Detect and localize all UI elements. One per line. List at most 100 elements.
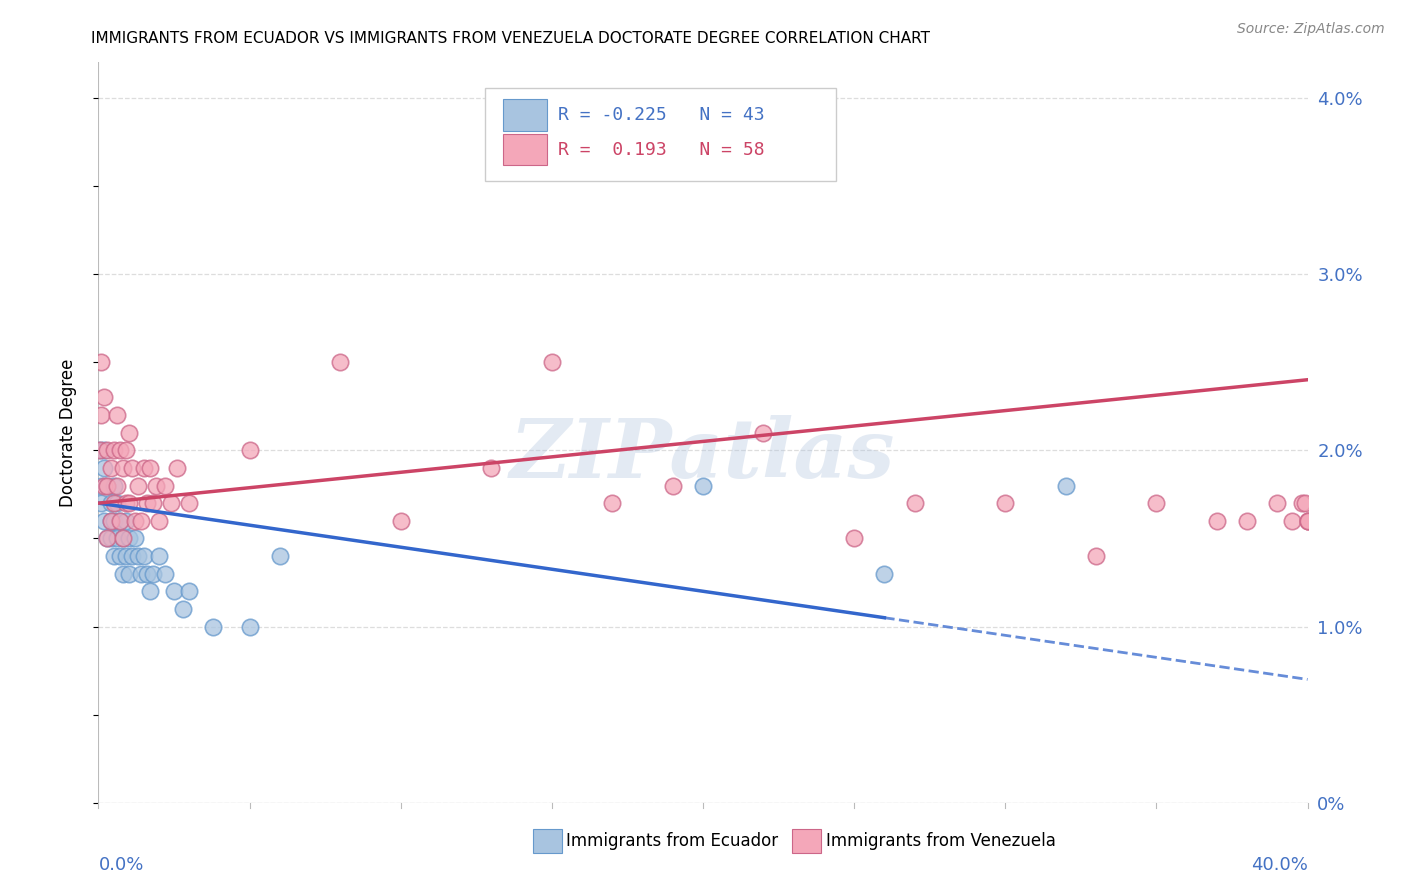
- Point: [904, 496, 927, 510]
- Point: [93, 443, 115, 458]
- Point: [93, 514, 115, 528]
- Point: [100, 514, 122, 528]
- Point: [692, 478, 714, 492]
- Text: IMMIGRANTS FROM ECUADOR VS IMMIGRANTS FROM VENEZUELA DOCTORATE DEGREE CORRELATIO: IMMIGRANTS FROM ECUADOR VS IMMIGRANTS FR…: [91, 31, 931, 46]
- Point: [1281, 514, 1303, 528]
- Point: [90, 355, 112, 369]
- Point: [127, 549, 149, 563]
- Point: [1206, 514, 1229, 528]
- Point: [105, 532, 128, 546]
- Point: [135, 496, 157, 510]
- Point: [103, 496, 125, 510]
- Point: [105, 496, 128, 510]
- Point: [329, 355, 352, 369]
- Point: [135, 566, 157, 581]
- Point: [166, 461, 188, 475]
- Text: 0.0%: 0.0%: [98, 855, 143, 873]
- FancyBboxPatch shape: [793, 830, 821, 853]
- Point: [153, 478, 176, 492]
- Point: [90, 496, 112, 510]
- Point: [129, 514, 152, 528]
- Point: [239, 619, 262, 633]
- Point: [118, 566, 141, 581]
- Point: [118, 496, 141, 510]
- Point: [142, 496, 165, 510]
- Point: [163, 584, 186, 599]
- Point: [108, 514, 131, 528]
- Point: [118, 532, 141, 546]
- Point: [93, 461, 115, 475]
- Point: [89, 443, 111, 458]
- Text: ZIPatlas: ZIPatlas: [510, 415, 896, 495]
- FancyBboxPatch shape: [503, 135, 547, 165]
- Point: [1267, 496, 1289, 510]
- Point: [96, 478, 118, 492]
- Text: Immigrants from Venezuela: Immigrants from Venezuela: [827, 832, 1056, 850]
- Point: [103, 443, 125, 458]
- Point: [148, 514, 170, 528]
- Point: [103, 549, 125, 563]
- Point: [202, 619, 225, 633]
- Point: [1085, 549, 1108, 563]
- Point: [148, 549, 170, 563]
- Point: [111, 532, 134, 546]
- Point: [269, 549, 291, 563]
- Point: [90, 408, 112, 422]
- Point: [105, 408, 128, 422]
- Point: [127, 478, 149, 492]
- Point: [132, 549, 155, 563]
- Point: [100, 514, 122, 528]
- Text: Source: ZipAtlas.com: Source: ZipAtlas.com: [1237, 22, 1385, 37]
- Point: [752, 425, 775, 440]
- Point: [1296, 514, 1319, 528]
- Point: [139, 584, 162, 599]
- Point: [153, 566, 176, 581]
- Point: [179, 496, 201, 510]
- Point: [873, 566, 896, 581]
- Point: [103, 514, 125, 528]
- FancyBboxPatch shape: [485, 88, 837, 181]
- Point: [602, 496, 624, 510]
- Point: [114, 514, 136, 528]
- Point: [124, 532, 146, 546]
- Point: [1296, 514, 1319, 528]
- Text: Immigrants from Ecuador: Immigrants from Ecuador: [567, 832, 779, 850]
- Point: [239, 443, 262, 458]
- Point: [129, 566, 152, 581]
- Point: [105, 478, 128, 492]
- Point: [108, 549, 131, 563]
- FancyBboxPatch shape: [533, 830, 561, 853]
- Point: [1291, 496, 1313, 510]
- Point: [121, 549, 143, 563]
- Point: [100, 532, 122, 546]
- Point: [389, 514, 412, 528]
- Point: [100, 461, 122, 475]
- Point: [172, 602, 194, 616]
- Point: [93, 478, 115, 492]
- Point: [994, 496, 1017, 510]
- Point: [100, 496, 122, 510]
- Point: [111, 461, 134, 475]
- Point: [179, 584, 201, 599]
- Point: [160, 496, 183, 510]
- Point: [96, 443, 118, 458]
- Point: [93, 390, 115, 404]
- Text: 40.0%: 40.0%: [1251, 855, 1308, 873]
- Point: [121, 461, 143, 475]
- Point: [90, 478, 112, 492]
- Point: [844, 532, 866, 546]
- Point: [111, 532, 134, 546]
- Point: [114, 443, 136, 458]
- Point: [114, 496, 136, 510]
- Point: [1294, 496, 1316, 510]
- Point: [96, 532, 118, 546]
- Text: R = -0.225   N = 43: R = -0.225 N = 43: [558, 106, 765, 124]
- Point: [481, 461, 503, 475]
- Point: [540, 355, 562, 369]
- Point: [103, 478, 125, 492]
- Text: R =  0.193   N = 58: R = 0.193 N = 58: [558, 141, 765, 159]
- Point: [132, 461, 155, 475]
- Point: [118, 425, 141, 440]
- Point: [96, 478, 118, 492]
- Point: [124, 514, 146, 528]
